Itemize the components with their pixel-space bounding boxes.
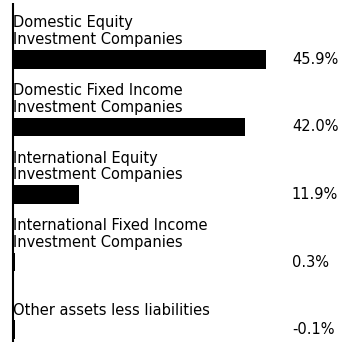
Text: International Equity
Investment Companies: International Equity Investment Companie… <box>13 151 183 183</box>
Bar <box>13 253 15 272</box>
Bar <box>13 185 78 204</box>
Bar <box>13 321 15 339</box>
Bar <box>13 50 266 69</box>
Text: 11.9%: 11.9% <box>292 187 338 202</box>
Text: 42.0%: 42.0% <box>292 119 338 134</box>
Text: Domestic Equity
Investment Companies: Domestic Equity Investment Companies <box>13 16 183 47</box>
Bar <box>13 118 245 136</box>
Text: Domestic Fixed Income
Investment Companies: Domestic Fixed Income Investment Compani… <box>13 83 183 115</box>
Text: 0.3%: 0.3% <box>292 255 329 269</box>
Text: Other assets less liabilities: Other assets less liabilities <box>13 303 210 318</box>
Text: -0.1%: -0.1% <box>292 322 334 337</box>
Text: 45.9%: 45.9% <box>292 52 338 67</box>
Text: International Fixed Income
Investment Companies: International Fixed Income Investment Co… <box>13 218 207 250</box>
